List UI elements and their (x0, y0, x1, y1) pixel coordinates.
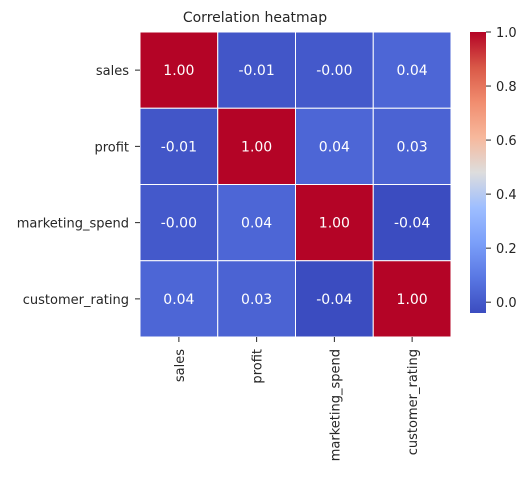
heatmap-cell (217, 184, 296, 262)
heatmap-cell (372, 107, 452, 185)
cell-value-label: -0.01 (239, 63, 275, 79)
heatmap-cell (372, 31, 452, 109)
heatmap-cell (217, 107, 296, 185)
row-tick-label: profit (94, 140, 129, 155)
heatmap-cell (295, 31, 374, 109)
heatmap-cells: 1.00 -0.01 -0.00 0.04 -0.01 1.00 0.04 0.03 -0.00… (139, 31, 452, 338)
cell-value-label: -0.04 (316, 292, 352, 308)
row-tick-label: marketing_spend (17, 217, 129, 232)
cell-value-label: 0.04 (397, 63, 428, 79)
row-tick-label: sales (96, 64, 129, 79)
column-tick-labels: sales profit marketing_spend customer_ratin… (173, 337, 421, 461)
colorbar-tick-label: 0.2 (496, 242, 517, 257)
cell-value-label: -0.00 (316, 63, 352, 79)
cell-value-label: 0.04 (241, 216, 272, 232)
cell-value-label: -0.01 (161, 139, 197, 155)
cell-value-label: 0.04 (319, 139, 350, 155)
cell-value-label: 0.04 (163, 292, 194, 308)
cell-value-label: 1.00 (319, 216, 350, 232)
heatmap-cell (139, 260, 219, 338)
colorbar-gradient (470, 32, 486, 313)
colorbar-tick-label: 0.8 (496, 80, 517, 95)
heatmap-cell (217, 31, 296, 109)
row-tick-labels: sales profit marketing_spend customer_ratin… (17, 64, 140, 308)
heatmap-cell (139, 107, 219, 185)
colorbar-tick-label: 1.0 (496, 26, 517, 41)
heatmap-cell (372, 260, 452, 338)
colorbar-tick-label: 0.4 (496, 188, 517, 203)
heatmap-cell (139, 31, 219, 109)
column-tick-label: sales (173, 349, 188, 382)
colorbar-ticks: 0.0 0.2 0.4 0.6 0.8 1.0 (486, 26, 517, 311)
cell-value-label: -0.00 (161, 216, 197, 232)
cell-value-label: 1.00 (163, 63, 194, 79)
column-tick-label: marketing_spend (328, 349, 343, 461)
cell-value-label: 1.00 (241, 139, 272, 155)
colorbar-tick-label: 0.0 (496, 296, 517, 311)
column-tick-label: profit (251, 349, 266, 384)
heatmap-cell (217, 260, 296, 338)
cell-value-label: 1.00 (397, 292, 428, 308)
chart-title: Correlation heatmap (183, 10, 327, 26)
cell-value-label: 0.03 (397, 139, 428, 155)
row-tick-label: customer_rating (23, 293, 129, 308)
colorbar-tick-label: 0.6 (496, 134, 517, 149)
heatmap-cell (372, 184, 452, 262)
colorbar: 0.0 0.2 0.4 0.6 0.8 1.0 (470, 26, 517, 313)
cell-value-label: -0.04 (394, 216, 430, 232)
column-tick-label: customer_rating (406, 349, 421, 455)
cell-value-label: 0.03 (241, 292, 272, 308)
